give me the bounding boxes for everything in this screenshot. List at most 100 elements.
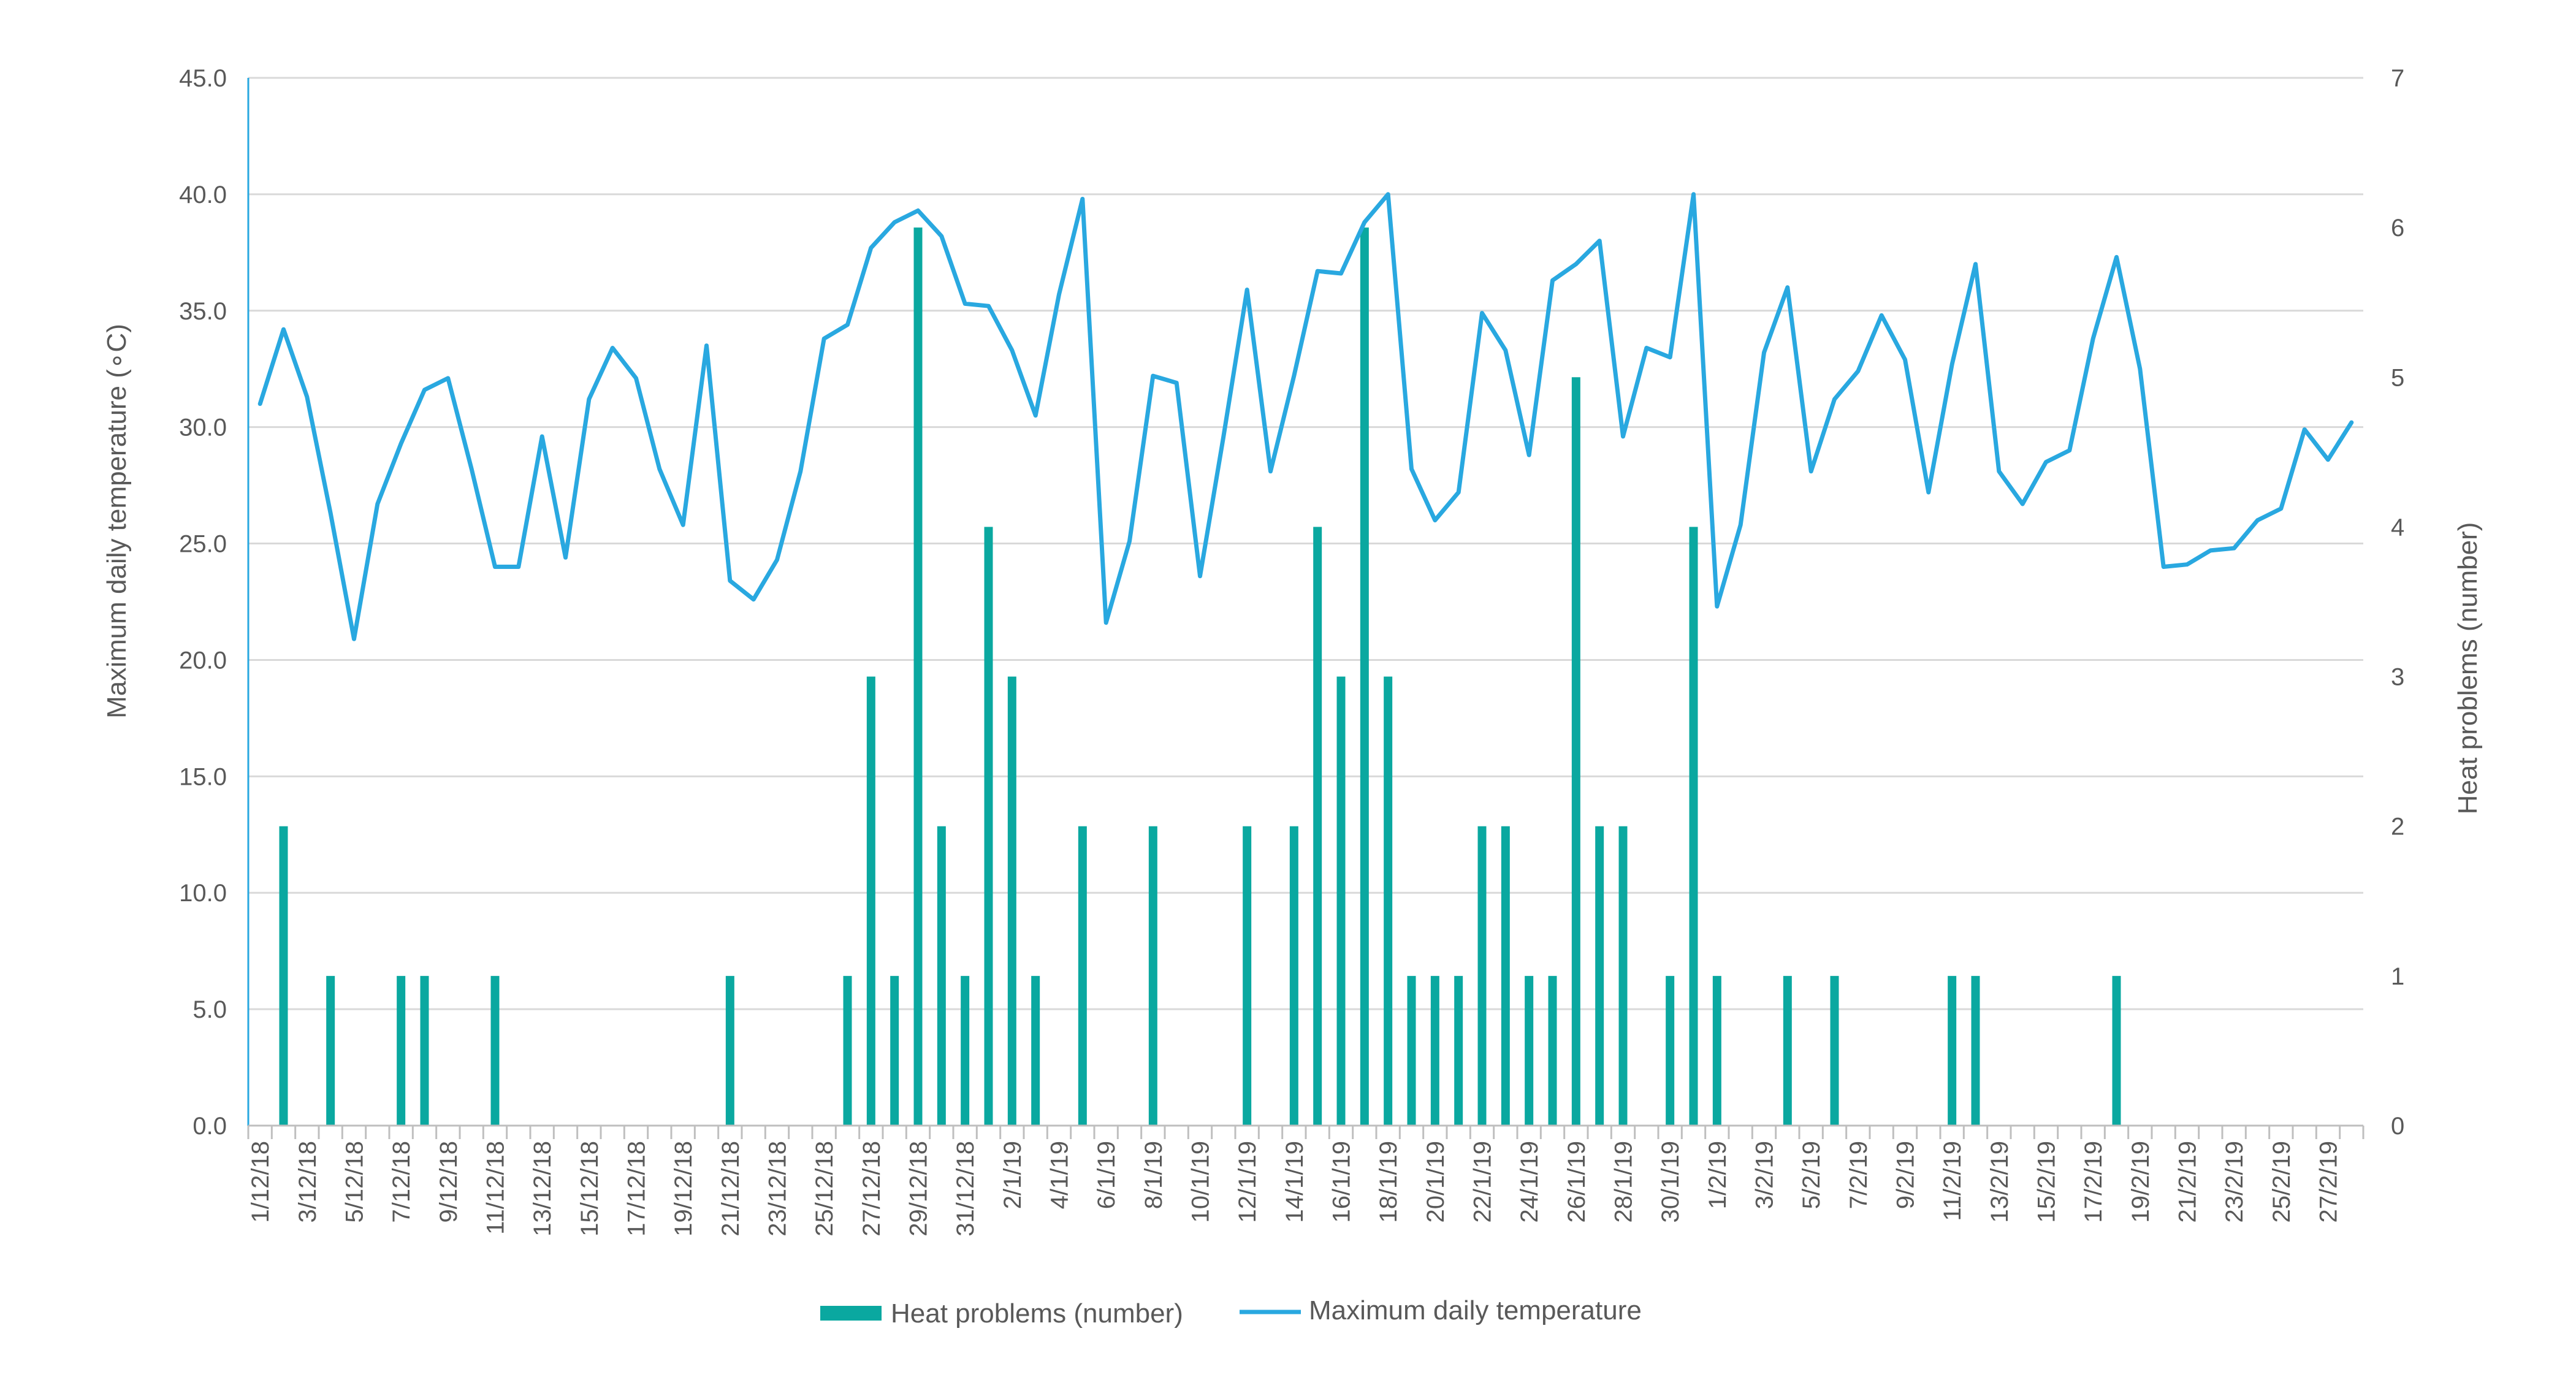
right-axis-title: Heat problems (number) [2453,522,2483,815]
heat-problems-bar [1384,676,1393,1126]
legend-bar-swatch [820,1306,882,1321]
x-tick-label: 6/1/19 [1093,1141,1120,1209]
x-tick-label: 24/1/19 [1516,1141,1543,1222]
heat-problems-bar [890,975,899,1126]
x-tick-label: 1/12/18 [247,1141,274,1222]
heat-problems-bar [1243,826,1252,1126]
x-tick-label: 7/2/19 [1845,1141,1872,1209]
x-tick-label: 4/1/19 [1046,1141,1073,1209]
heat-problems-bar [1454,975,1463,1126]
x-tick-label: 11/2/19 [1939,1141,1966,1221]
x-axis-ticks: 1/12/18 3/12/18 5/12/18 7/12/18 9/12/18 11/12… [247,1141,2342,1237]
legend-bar-label: Heat problems (number) [891,1298,1183,1329]
heat-problems-bar [1948,975,1957,1126]
heat-problems-bar [725,975,734,1126]
left-axis-ticks: 0.0 5.0 10.0 15.0 20.0 25.0 30.0 35.0 40.0 45.0 [179,65,227,1140]
heat-problems-bar [1689,527,1698,1126]
left-tick-label: 25.0 [179,531,227,558]
left-tick-label: 45.0 [179,65,227,92]
x-tick-label: 19/2/19 [2127,1141,2154,1222]
heat-problems-bar [866,676,875,1126]
heat-problems-bar [961,975,970,1126]
x-tick-label: 2/1/19 [999,1141,1026,1209]
x-tick-label: 11/12/18 [482,1141,509,1235]
heat-problems-bar [1313,527,1322,1126]
x-tick-label: 9/12/18 [435,1141,462,1222]
heat-problems-bar [2112,975,2121,1126]
heat-problems-bar [1571,377,1580,1126]
x-tick-label: 22/1/19 [1469,1141,1496,1222]
heat-problems-bar [937,826,946,1126]
heat-problems-bar [1830,975,1839,1126]
left-tick-label: 30.0 [179,414,227,441]
left-axis-title: Maximum daily temperature (∘C) [102,324,132,719]
heat-problems-bar [490,975,500,1126]
x-tick-label: 29/12/18 [905,1141,932,1237]
heat-problems-bar [1618,826,1628,1126]
heat-problems-bar [1148,826,1157,1126]
x-tick-label: 13/2/19 [1986,1141,2013,1222]
heat-problems-bar [1477,826,1487,1126]
heat-problems-bar [1548,975,1557,1126]
x-tick-label: 18/1/19 [1375,1141,1402,1222]
left-tick-label: 40.0 [179,181,227,208]
x-tick-label: 13/12/18 [529,1141,556,1237]
heat-problems-bar [1360,227,1369,1126]
gridlines [248,77,2363,1127]
x-tick-label: 23/12/18 [764,1141,791,1237]
x-tick-label: 17/12/18 [623,1141,650,1237]
heat-problems-bar [1007,676,1016,1126]
x-tick-label: 15/2/19 [2033,1141,2060,1222]
left-tick-label: 35.0 [179,298,227,325]
x-tick-label: 12/1/19 [1234,1141,1261,1222]
heat-problems-bar [326,975,335,1126]
x-tick-label: 19/12/18 [670,1141,697,1237]
heat-problems-bar [397,975,406,1126]
x-tick-label: 31/12/18 [952,1141,979,1237]
heat-problems-bar [1971,975,1980,1126]
legend-line-label: Maximum daily temperature [1309,1295,1642,1325]
x-tick-label: 20/1/19 [1422,1141,1449,1222]
right-tick-label: 2 [2391,814,2404,841]
temperature-line [257,192,2354,641]
heat-problems-bar [913,227,923,1126]
x-tick-label: 28/1/19 [1610,1141,1637,1222]
x-tick-label: 14/1/19 [1281,1141,1308,1222]
heat-problems-bar [420,975,429,1126]
right-tick-label: 3 [2391,664,2404,691]
axes [247,78,2365,1139]
x-tick-label: 25/12/18 [811,1141,838,1237]
x-tick-label: 5/12/18 [341,1141,368,1222]
legend: Heat problems (number) Maximum daily tem… [820,1295,1642,1329]
x-tick-label: 3/12/18 [294,1141,321,1222]
heat-problems-bar [1595,826,1604,1126]
x-tick-label: 27/2/19 [2315,1141,2342,1222]
left-tick-label: 5.0 [192,996,227,1023]
x-tick-label: 8/1/19 [1140,1141,1167,1209]
heat-problems-bar [984,527,993,1126]
heat-problems-bar [1666,975,1675,1126]
x-tick-label: 25/2/19 [2268,1141,2295,1222]
heat-problems-bar [843,975,852,1126]
x-tick-label: 26/1/19 [1563,1141,1590,1222]
x-tick-label: 7/12/18 [388,1141,415,1222]
heat-problems-bar [1336,676,1346,1126]
x-tick-label: 15/12/18 [576,1141,603,1237]
heat-problems-bar [1430,975,1439,1126]
heat-problems-bar [1501,826,1510,1126]
heat-problems-bar [1289,826,1298,1126]
right-tick-label: 0 [2391,1113,2404,1140]
right-axis-ticks: 0 1 2 3 4 5 6 7 [2391,65,2404,1140]
left-tick-label: 0.0 [192,1113,227,1140]
right-tick-label: 1 [2391,963,2404,990]
heat-problems-bar [1407,975,1416,1126]
heat-problems-bar [1783,975,1792,1126]
x-tick-label: 10/1/19 [1187,1141,1214,1222]
x-tick-label: 9/2/19 [1892,1141,1919,1209]
right-tick-label: 4 [2391,514,2404,541]
x-tick-label: 3/2/19 [1751,1141,1778,1209]
right-tick-label: 7 [2391,65,2404,92]
left-tick-label: 15.0 [179,763,227,790]
x-tick-label: 27/12/18 [858,1141,885,1237]
